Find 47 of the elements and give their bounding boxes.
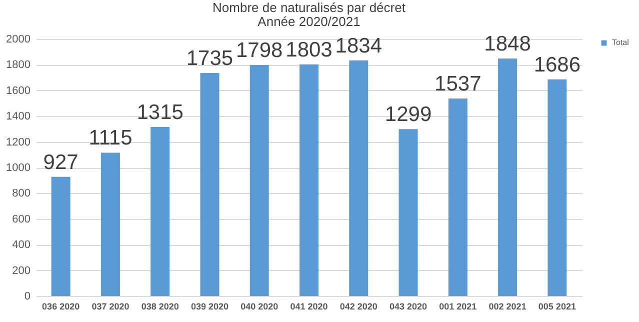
chart-subtitle: Année 2020/2021 [258, 14, 360, 29]
x-tick-label: 041 2020 [290, 302, 328, 312]
bar [200, 73, 220, 296]
y-tick-label: 800 [12, 188, 30, 200]
data-label: 1848 [484, 32, 531, 56]
data-label: 1803 [286, 38, 332, 62]
bar [349, 60, 368, 296]
data-label: 1686 [534, 53, 581, 76]
y-tick-label: 1400 [6, 110, 30, 123]
x-tick-label: 005 2021 [538, 302, 576, 312]
bar [498, 58, 518, 296]
bar [100, 152, 120, 296]
bar [250, 64, 269, 296]
bar [300, 64, 318, 296]
x-tick-label: 042 2020 [340, 302, 378, 312]
y-tick-label: 200 [12, 264, 30, 277]
x-tick-label: 039 2020 [190, 302, 228, 312]
y-tick-label: 1600 [6, 84, 30, 97]
bar [448, 98, 468, 296]
data-label: 1735 [186, 47, 234, 70]
x-tick-label: 036 2020 [42, 302, 80, 312]
bar [150, 127, 170, 296]
y-tick-label: 1200 [6, 136, 30, 148]
bar [398, 129, 418, 296]
chart-title: Nombre de naturalisés par décret [212, 0, 406, 15]
y-tick-label: 1000 [6, 162, 30, 174]
x-tick-label: 037 2020 [92, 302, 130, 312]
data-label: 1834 [335, 34, 382, 58]
bar [51, 176, 70, 296]
data-label: 1798 [236, 38, 283, 62]
y-tick-label: 600 [12, 213, 30, 226]
bar [548, 79, 567, 296]
x-tick-label: 043 2020 [390, 302, 428, 312]
data-label: 1315 [136, 101, 184, 124]
y-tick-label: 0 [24, 290, 30, 302]
data-label: 1299 [384, 103, 432, 126]
y-tick-label: 1800 [6, 59, 30, 72]
data-label: 927 [43, 150, 78, 174]
legend-label: Total [612, 38, 630, 47]
data-label: 1537 [434, 72, 482, 96]
x-tick-label: 001 2021 [439, 302, 477, 312]
x-tick-label: 038 2020 [141, 302, 179, 312]
x-tick-label: 002 2021 [488, 302, 526, 312]
y-tick-label: 400 [12, 239, 30, 252]
data-label: 1115 [88, 126, 132, 150]
x-tick-label: 040 2020 [240, 302, 278, 312]
y-tick-label: 2000 [6, 34, 30, 46]
